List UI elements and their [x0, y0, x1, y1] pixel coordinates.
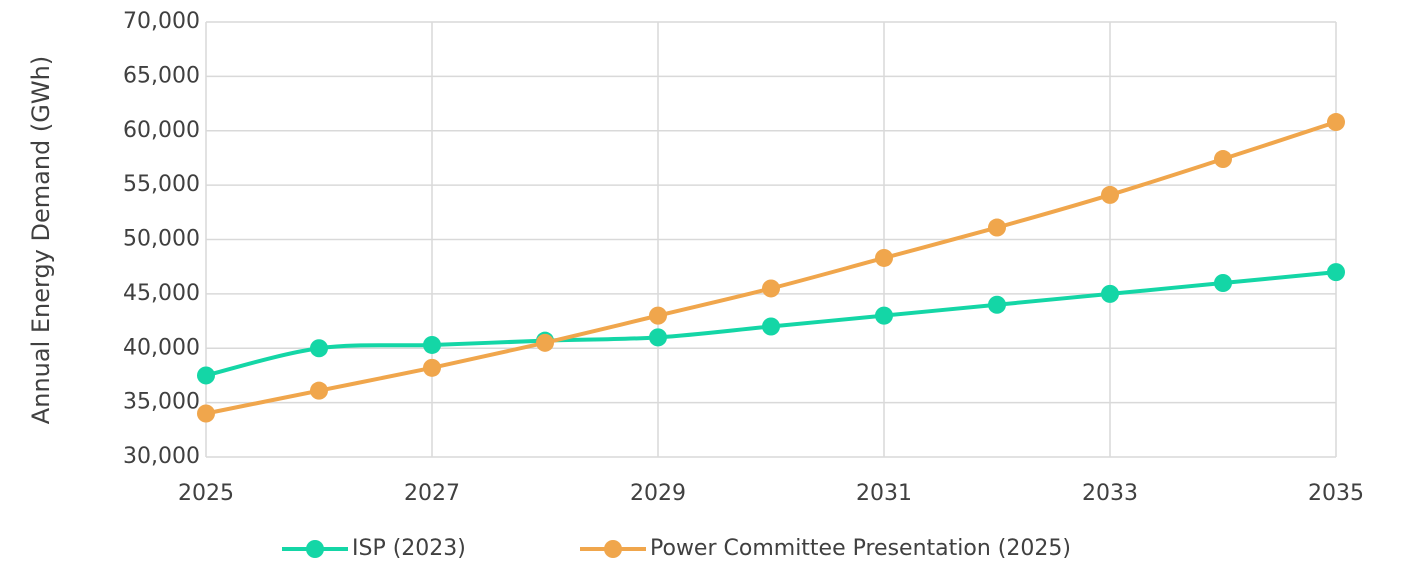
data-point	[1214, 274, 1232, 292]
data-point	[536, 333, 554, 352]
x-tick-label: 2033	[1082, 481, 1138, 506]
data-point	[649, 306, 667, 325]
data-point	[762, 279, 780, 298]
data-point	[1214, 150, 1232, 169]
x-tick-label: 2027	[404, 481, 460, 506]
data-point	[310, 381, 328, 400]
x-tick-label: 2035	[1308, 481, 1364, 506]
y-tick-label: 50,000	[123, 227, 200, 252]
y-axis-label: Annual Energy Demand (GWh)	[27, 56, 55, 424]
data-point	[423, 358, 441, 377]
legend-label: Power Committee Presentation (2025)	[650, 536, 1071, 561]
legend-label: ISP (2023)	[352, 536, 466, 561]
y-tick-label: 70,000	[123, 9, 200, 34]
y-tick-label: 65,000	[123, 63, 200, 88]
x-tick-label: 2031	[856, 481, 912, 506]
y-tick-label: 40,000	[123, 335, 200, 360]
data-point	[1327, 113, 1345, 132]
data-point	[423, 335, 441, 354]
y-tick-label: 55,000	[123, 172, 200, 197]
data-point	[762, 317, 780, 336]
y-tick-label: 35,000	[123, 390, 200, 415]
x-tick-label: 2025	[178, 481, 234, 506]
legend-marker	[306, 540, 324, 558]
y-tick-label: 30,000	[123, 444, 200, 469]
y-tick-label: 60,000	[123, 118, 200, 143]
legend-marker	[604, 540, 622, 558]
data-point	[197, 366, 215, 385]
y-tick-label: 45,000	[123, 281, 200, 306]
series-line	[205, 120, 1337, 416]
data-point	[649, 328, 667, 347]
data-point	[1101, 185, 1119, 204]
data-point	[875, 306, 893, 325]
data-point	[197, 404, 215, 423]
x-tick-label: 2029	[630, 481, 686, 506]
data-point	[1327, 263, 1345, 282]
data-point	[988, 218, 1006, 237]
data-point	[310, 339, 328, 358]
data-point	[1101, 284, 1119, 303]
data-point	[875, 248, 893, 267]
data-point	[988, 295, 1006, 314]
